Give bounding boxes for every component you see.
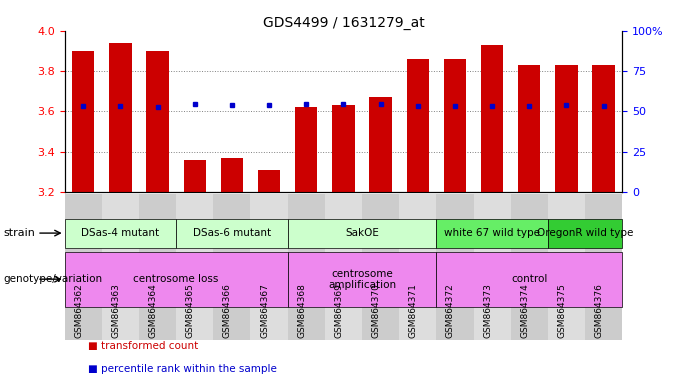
Text: centrosome
amplification: centrosome amplification — [328, 268, 396, 290]
Bar — [258, 170, 280, 192]
Text: DSas-6 mutant: DSas-6 mutant — [193, 228, 271, 238]
Text: GSM864365: GSM864365 — [186, 283, 194, 338]
Text: white 67 wild type: white 67 wild type — [444, 228, 540, 238]
Bar — [333, 105, 354, 192]
Bar — [221, 158, 243, 192]
Bar — [146, 51, 169, 192]
Text: GSM864366: GSM864366 — [223, 283, 232, 338]
Bar — [72, 51, 95, 192]
Bar — [295, 108, 318, 192]
Text: GSM864370: GSM864370 — [371, 283, 381, 338]
Text: SakOE: SakOE — [345, 228, 379, 238]
Bar — [369, 97, 392, 192]
Text: GSM864373: GSM864373 — [483, 283, 492, 338]
Text: GSM864364: GSM864364 — [148, 283, 158, 338]
Bar — [184, 160, 206, 192]
Bar — [592, 65, 615, 192]
Text: GSM864372: GSM864372 — [446, 283, 455, 338]
Text: GSM864371: GSM864371 — [409, 283, 418, 338]
Bar — [518, 65, 541, 192]
Text: ■ percentile rank within the sample: ■ percentile rank within the sample — [88, 364, 277, 374]
Text: centrosome loss: centrosome loss — [133, 274, 219, 285]
Text: GSM864374: GSM864374 — [520, 283, 529, 338]
Text: GSM864375: GSM864375 — [558, 283, 566, 338]
Text: GSM864363: GSM864363 — [112, 283, 120, 338]
Text: GSM864368: GSM864368 — [297, 283, 306, 338]
Bar — [407, 59, 429, 192]
Text: control: control — [511, 274, 547, 285]
Text: OregonR wild type: OregonR wild type — [537, 228, 633, 238]
Text: ■ transformed count: ■ transformed count — [88, 341, 199, 351]
Bar — [109, 43, 131, 192]
Bar — [556, 65, 577, 192]
Text: strain: strain — [3, 228, 35, 238]
Text: GSM864369: GSM864369 — [335, 283, 343, 338]
Text: DSas-4 mutant: DSas-4 mutant — [82, 228, 159, 238]
Text: genotype/variation: genotype/variation — [3, 274, 103, 285]
Text: GSM864367: GSM864367 — [260, 283, 269, 338]
Bar — [444, 59, 466, 192]
Title: GDS4499 / 1631279_at: GDS4499 / 1631279_at — [262, 16, 424, 30]
Bar — [481, 45, 503, 192]
Text: GSM864376: GSM864376 — [594, 283, 604, 338]
Text: GSM864362: GSM864362 — [74, 283, 83, 338]
